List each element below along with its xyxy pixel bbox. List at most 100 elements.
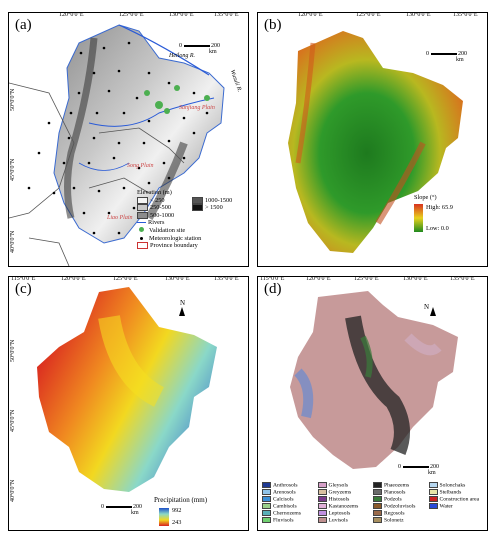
river — [78, 162, 130, 171]
meteorologic-station — [147, 71, 151, 75]
elevation-legend-item: 500-1000 — [137, 212, 192, 220]
meteorologic-station — [135, 96, 139, 100]
panel-b-top-tick: 120°0'0"E — [298, 12, 323, 18]
soil-legend-item: Podzoluvisols — [373, 503, 429, 510]
elevation-legend-item: 250-500 — [137, 204, 192, 212]
panel-d-label: (d) — [264, 281, 282, 297]
precipitation-legend-high: 992 — [172, 507, 182, 514]
meteorologic-station — [167, 81, 171, 85]
soil-legend-item: Stelbands — [428, 489, 485, 496]
legend-province-boundary: Province boundary — [137, 242, 247, 250]
precipitation-legend-title: Precipitation (mm) — [154, 496, 208, 504]
soil-legend-item — [429, 510, 485, 517]
panel-c-label: (c) — [15, 281, 32, 297]
soil-legend-item: Chernozems — [262, 510, 318, 517]
meteorologic-station — [167, 176, 171, 180]
soil-legend-item: Regosols — [373, 510, 429, 517]
elevation-legend-title: Elevation (m) — [137, 189, 172, 196]
heilong-river — [118, 24, 210, 76]
meteorologic-station — [79, 51, 83, 55]
soil-legend: Anthrosols Gleysols Phaeozems Solonchaks Are… — [262, 482, 484, 524]
panel-a-label: (a) — [15, 17, 32, 33]
soil-legend-item: Greyzems — [317, 489, 374, 496]
panel-b-slope-map: (b) 120°0'0"E 125°0'0"E 130°0'0"E 135°0'… — [257, 12, 488, 267]
meteorologic-station — [182, 116, 186, 120]
panel-c-left-tick: 40°0'0"N — [10, 479, 16, 502]
panel-a-top-tick: 120°0'0"E — [59, 12, 84, 18]
phaeozem-band — [345, 315, 410, 455]
panel-a-top-tick: 125°0'0"E — [119, 12, 144, 18]
panel-d-soil-map: (d) 115°0'0"E 120°0'0"E 125°0'0"E 130°0'… — [257, 276, 488, 531]
slope-legend-title: Slope (°) — [414, 194, 437, 201]
song-plain-label: Song Plain — [127, 163, 154, 169]
province-boundary — [98, 127, 185, 164]
ridge-slope — [295, 42, 316, 164]
panel-d-top-tick: 135°0'0"E — [450, 276, 475, 282]
panel-a-left-tick: 40°0'0"N — [10, 230, 16, 253]
soil-legend-item: Planosols — [373, 489, 429, 496]
meteorologic-station — [122, 111, 126, 115]
meteorologic-station — [52, 191, 56, 195]
meteorologic-station — [137, 166, 141, 170]
meteorologic-station — [182, 156, 186, 160]
meteorologic-station — [92, 136, 96, 140]
validation-site — [144, 90, 150, 96]
legend-meteorologic-station: Meteorologic station — [137, 235, 247, 243]
meteorologic-station — [92, 71, 96, 75]
meteorologic-station — [97, 189, 101, 193]
validation-site — [164, 108, 170, 114]
validation-site — [174, 85, 180, 91]
slope-legend-high: High: 65.9 — [426, 204, 453, 211]
liao-plain-label: Liao Plain — [107, 215, 133, 221]
panel-a-elevation-map: (a) 120°0'0"E 125°0'0"E 130°0'0"E 135°0'… — [8, 12, 249, 267]
legend-validation-site: Validation site — [137, 226, 247, 235]
meteorologic-station — [162, 161, 166, 165]
precipitation-color-ramp — [159, 508, 169, 526]
panel-c-top-tick: 130°0'0"E — [165, 276, 190, 282]
soil-legend-item: Fluvisols — [262, 517, 318, 524]
sanjiang-plain-label: Sanjiang Plain — [179, 105, 215, 111]
meteorologic-station — [167, 139, 171, 143]
elevation-legend: Elevation (m) < 250 1000-1500 250-500 > 150… — [137, 189, 247, 250]
panel-a-top-tick: 135°0'0"E — [214, 12, 239, 18]
legend-rivers: Rivers — [137, 219, 247, 227]
meteorologic-station — [47, 121, 51, 125]
validation-site — [155, 101, 163, 109]
soil-legend-item: Construction area — [428, 496, 485, 503]
meteorologic-station — [102, 46, 106, 50]
slope-region — [288, 31, 463, 253]
precipitation-region — [37, 287, 217, 492]
panel-b-label: (b) — [264, 17, 282, 33]
panel-d-scale-bar: 0 200 km — [398, 464, 439, 476]
elevation-map-svg — [9, 24, 225, 266]
meteorologic-station — [117, 69, 121, 73]
panel-c-top-tick: 135°0'0"E — [214, 276, 239, 282]
panel-c-left-tick: 50°0'0"N — [10, 339, 16, 362]
meteorologic-station — [132, 206, 136, 210]
meteorologic-station — [122, 186, 126, 190]
meteorologic-station — [27, 186, 31, 190]
soil-legend-item: Calcisols — [262, 496, 318, 503]
meteorologic-station — [142, 141, 146, 145]
elevation-legend-item: > 1500 — [192, 204, 247, 212]
meteorologic-station — [82, 211, 86, 215]
north-arrow-icon — [179, 307, 185, 316]
panel-d-top-tick: 120°0'0"E — [306, 276, 331, 282]
panel-d-top-tick: 125°0'0"E — [354, 276, 379, 282]
soil-map-svg — [290, 291, 458, 469]
yellow-band — [98, 315, 165, 407]
meteorologic-station — [107, 89, 111, 93]
meteorologic-station — [112, 156, 116, 160]
soil-legend-item: Solonetz — [373, 517, 429, 524]
soil-legend-item: Solonchaks — [428, 482, 485, 489]
meteorologic-stations — [27, 41, 209, 235]
meteorologic-station — [77, 91, 81, 95]
panel-a-left-tick: 50°0'0"N — [10, 88, 16, 111]
soil-legend-item: Phaeozems — [373, 482, 429, 489]
panel-b-scale-bar: 0 200 km — [426, 51, 467, 63]
meteorologic-station — [87, 161, 91, 165]
lake-region — [294, 368, 314, 419]
soil-legend-item: Luvisols — [317, 517, 374, 524]
meteorologic-station — [69, 111, 73, 115]
meteorologic-station — [95, 111, 99, 115]
